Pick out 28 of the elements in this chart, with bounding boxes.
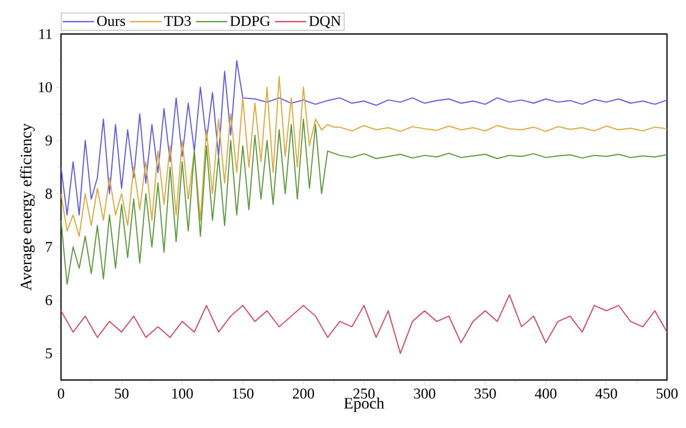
y-tick-label: 8	[46, 188, 52, 199]
y-axis-title: Average energy efficiency	[20, 123, 35, 290]
y-tick-label: 10	[38, 82, 52, 92]
y-tick-label: 9	[46, 135, 52, 146]
x-tick-label: 300	[414, 388, 436, 399]
legend-label: DDPG	[230, 16, 270, 26]
y-tick-label: 6	[46, 295, 52, 306]
x-tick-label: 0	[58, 388, 64, 399]
x-tick-label: 200	[292, 388, 314, 399]
line-series	[61, 294, 668, 354]
line-series	[61, 60, 668, 216]
legend-label: TD3	[164, 16, 191, 26]
x-axis-title: Epoch	[344, 397, 384, 412]
legend-label: Ours	[97, 16, 126, 26]
legend-label: DQN	[309, 16, 341, 28]
line-series	[61, 118, 668, 285]
x-tick-label: 450	[595, 388, 618, 399]
y-tick-label: 11	[39, 29, 52, 39]
line-series	[61, 76, 668, 237]
x-tick-label: 150	[232, 388, 254, 399]
y-tick-label: 5	[46, 348, 52, 358]
x-tick-label: 100	[172, 388, 193, 399]
x-tick-label: 250	[353, 388, 375, 399]
x-tick-label: 400	[534, 388, 556, 399]
x-tick-label: 50	[115, 388, 129, 399]
x-tick-label: 500	[656, 388, 678, 399]
x-tick-label: 350	[474, 388, 496, 399]
y-tick-label: 7	[46, 242, 52, 252]
